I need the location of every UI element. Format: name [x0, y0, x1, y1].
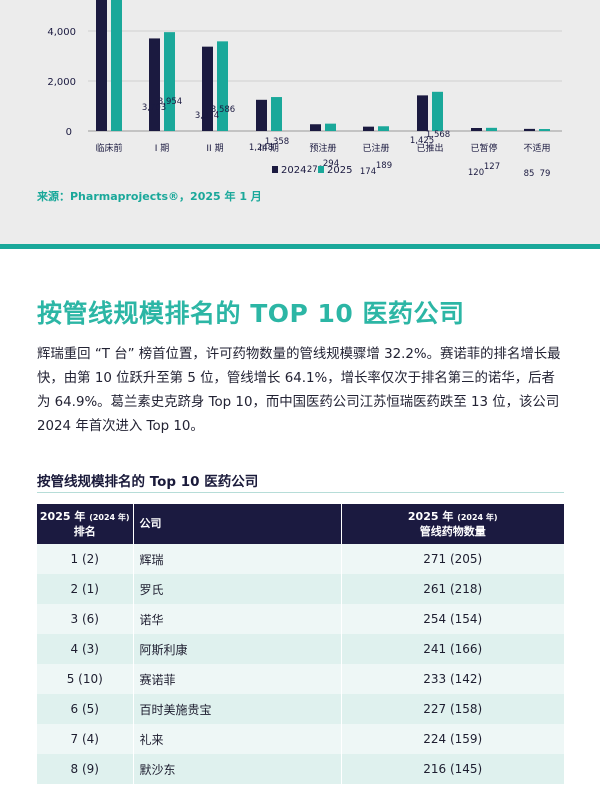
rank-cell: 8 (9) [37, 754, 133, 784]
table-row: 3 (6) 诺华 254 (154) [37, 604, 564, 634]
bar-2024-2 [202, 46, 213, 131]
rank-cell: 5 (10) [37, 664, 133, 694]
company-cell: 诺华 [132, 604, 341, 634]
caption-rule [37, 492, 564, 493]
rank-cell: 4 (3) [37, 634, 133, 664]
value-label: 79 [540, 169, 551, 179]
table-row: 2 (1) 罗氏 261 (218) [37, 574, 564, 604]
body-paragraph: 辉瑞重回 “T 台” 榜首位置，许可药物数量的管线规模骤增 32.2%。赛诺菲的… [37, 347, 561, 434]
company-cell: 辉瑞 [132, 544, 341, 574]
company-cell: 百时美施贵宝 [132, 694, 341, 724]
bar-2024-6 [417, 95, 428, 131]
value-label: 294 [323, 159, 339, 169]
category-label: 已推出 [416, 142, 443, 154]
company-cell: 默沙东 [132, 754, 341, 784]
value-label: 1,568 [426, 130, 450, 140]
bar-2025-4 [325, 123, 336, 131]
section-divider [0, 244, 600, 249]
rank-cell: 6 (5) [37, 694, 133, 724]
company-cell: 礼来 [132, 724, 341, 754]
header-company: 公司 [132, 504, 341, 544]
bar-2025-1 [164, 32, 175, 131]
pipeline-count-cell: 271 (205) [340, 544, 564, 574]
pipeline-count-cell: 224 (159) [340, 724, 564, 754]
value-label: 1,248 [249, 143, 273, 153]
y-tick-label: 0 [66, 127, 72, 138]
chart-source: 来源：Pharmaprojects®，2025 年 1 月 [37, 190, 262, 203]
category-label: 临床前 [95, 142, 122, 154]
bar-2024-7 [471, 128, 482, 131]
value-label: 3,374 [195, 111, 219, 121]
rank-cell: 2 (1) [37, 574, 133, 604]
category-label: 预注册 [309, 142, 336, 154]
pipeline-count-cell: 227 (158) [340, 694, 564, 724]
value-label: 120 [468, 168, 484, 178]
y-tick-label: 4,000 [47, 27, 76, 38]
category-label: 已暂停 [470, 142, 497, 154]
pipeline-count-cell: 241 (166) [340, 634, 564, 664]
category-label: 已注册 [362, 142, 389, 154]
bar-2025-2 [217, 41, 228, 131]
table-row: 5 (10) 赛诺菲 233 (142) [37, 664, 564, 694]
value-label: 85 [524, 169, 535, 179]
table-caption: 按管线规模排名的 Top 10 医药公司 [37, 474, 259, 490]
bar-2025-8 [539, 129, 550, 131]
table-row: 4 (3) 阿斯利康 241 (166) [37, 634, 564, 664]
company-cell: 罗氏 [132, 574, 341, 604]
value-label: 3,586 [211, 105, 235, 115]
legend-label-2024: 2024 [281, 165, 306, 176]
pipeline-count-cell: 261 (218) [340, 574, 564, 604]
bar-2024-1 [149, 38, 160, 131]
value-label: 1,358 [265, 137, 289, 147]
bar-2024-4 [310, 124, 321, 131]
rank-cell: 7 (4) [37, 724, 133, 754]
pipeline-bar-chart: 4,000 2,000 0 3,703 3,954 3,374 3,586 1,… [47, 0, 562, 179]
header-pipeline-count: 2025 年 (2024 年) 管线药物数量 [340, 504, 564, 544]
legend-swatch-2024 [272, 166, 278, 173]
value-labels-group: 3,703 3,954 3,374 3,586 1,248 1,358 270 … [142, 97, 551, 179]
value-label: 3,954 [158, 97, 182, 107]
value-label: 189 [376, 161, 392, 171]
pipeline-count-cell: 216 (145) [340, 754, 564, 784]
section-title: 按管线规模排名的 TOP 10 医药公司 [37, 299, 465, 328]
legend-swatch-2025 [318, 166, 324, 173]
table-body: 1 (2) 辉瑞 271 (205) 2 (1) 罗氏 261 (218) 3 (6) 诺华 2… [37, 544, 564, 784]
value-label: 127 [484, 162, 500, 172]
value-label: 174 [360, 167, 376, 177]
table-header-row: 2025 年 (2024 年) 排名 公司 2025 年 (2024 年) 管线… [37, 504, 564, 544]
bar-2024-5 [363, 126, 374, 131]
company-cell: 阿斯利康 [132, 634, 341, 664]
category-label: II 期 [206, 143, 223, 154]
pipeline-count-cell: 233 (142) [340, 664, 564, 694]
bar-2025-0 [111, 0, 122, 131]
ranking-table: 2025 年 (2024 年) 排名 公司 2025 年 (2024 年) 管线… [37, 504, 564, 784]
rank-cell: 3 (6) [37, 604, 133, 634]
company-cell: 赛诺菲 [132, 664, 341, 694]
table-row: 8 (9) 默沙东 216 (145) [37, 754, 564, 784]
value-label: 1,425 [410, 136, 434, 146]
value-label: 270 [307, 165, 323, 175]
table-row: 1 (2) 辉瑞 271 (205) [37, 544, 564, 574]
legend-label-2025: 2025 [327, 165, 352, 176]
category-label: III 期 [259, 143, 279, 154]
bar-2025-5 [378, 126, 389, 131]
value-label: 3,703 [142, 103, 166, 113]
bar-2024-3 [256, 99, 267, 131]
category-label: I 期 [155, 143, 170, 154]
bars-group [96, 0, 550, 131]
rank-cell: 1 (2) [37, 544, 133, 574]
bar-2024-0 [96, 0, 107, 131]
y-tick-label: 2,000 [47, 77, 76, 88]
bar-2025-7 [486, 127, 497, 131]
table-row: 6 (5) 百时美施贵宝 227 (158) [37, 694, 564, 724]
bar-2025-6 [432, 91, 443, 131]
header-rank: 2025 年 (2024 年) 排名 [37, 504, 133, 544]
bar-2024-8 [524, 128, 535, 131]
pipeline-count-cell: 254 (154) [340, 604, 564, 634]
bar-2025-3 [271, 97, 282, 131]
category-label: 不适用 [523, 143, 550, 154]
table-row: 7 (4) 礼来 224 (159) [37, 724, 564, 754]
